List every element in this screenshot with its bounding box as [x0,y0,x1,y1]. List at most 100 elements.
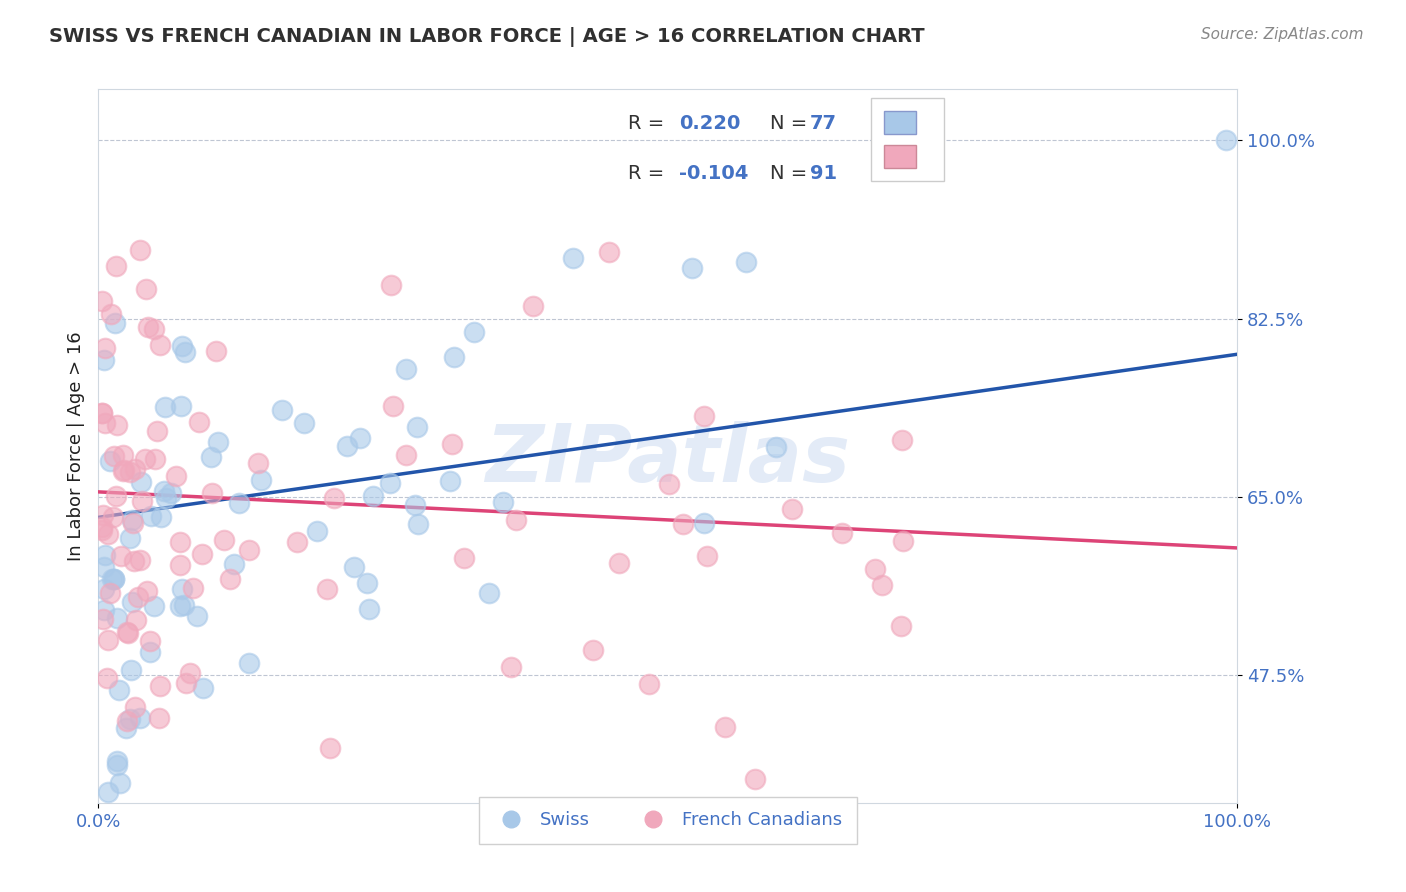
Point [94,416,117,430]
Point [406,516,429,531]
Point [149,509,172,524]
Point [170,399,193,413]
Point [129,710,152,724]
Point [193,681,215,696]
Point [765,440,787,454]
Point [453,551,475,566]
Point [105,754,128,768]
Point [93,353,115,368]
Point [453,860,475,874]
Point [100,307,122,321]
Point [98,454,121,468]
Point [672,516,695,531]
Point [149,679,172,693]
Point [478,586,501,600]
Point [105,611,128,625]
Point [658,477,681,491]
Point [1215,133,1237,147]
Point [129,243,152,257]
Point [205,344,228,359]
Point [91,293,114,308]
Point [143,452,166,467]
Point [108,776,131,790]
Point [638,677,661,691]
Text: 91: 91 [810,164,838,183]
Point [114,721,136,735]
Point [165,469,187,483]
Point [93,548,115,562]
Point [139,645,162,659]
Point [228,495,250,509]
Point [142,599,165,613]
Point [93,603,115,617]
Point [112,463,135,477]
Point [129,475,152,490]
Point [118,531,141,545]
Point [101,510,124,524]
Point [97,527,120,541]
Text: 0.220: 0.220 [679,114,741,133]
Point [134,282,156,296]
Point [117,626,139,640]
Point [149,337,172,351]
Point [336,439,359,453]
Point [247,456,270,470]
Point [405,420,427,434]
Point [138,633,160,648]
Text: N =: N = [770,114,814,133]
Point [681,261,703,276]
Point [744,772,766,786]
Point [103,449,125,463]
Point [107,683,129,698]
Point [117,625,139,640]
Point [142,321,165,335]
Point [492,494,515,508]
Point [714,720,737,734]
Point [120,466,142,480]
Point [693,516,716,530]
Point [159,486,181,500]
Point [891,533,914,548]
Point [891,433,914,447]
Point [121,663,143,677]
Point [169,558,191,572]
Point [124,700,146,714]
Point [395,448,418,462]
Point [153,483,176,498]
Point [97,632,120,647]
Point [443,350,465,364]
Point [127,590,149,604]
Point [380,278,402,293]
Point [97,785,120,799]
Point [201,486,224,500]
Text: -0.104: -0.104 [679,164,748,183]
Text: R =: R = [628,114,671,133]
Point [148,711,170,725]
Point [172,582,194,596]
Point [179,666,201,681]
Point [98,586,121,600]
Point [141,509,163,524]
Point [131,493,153,508]
Point [122,516,145,530]
Point [562,251,585,265]
Point [91,611,114,625]
Point [191,548,214,562]
Point [155,400,177,414]
Point [287,534,309,549]
Point [349,431,371,445]
Y-axis label: In Labor Force | Age > 16: In Labor Force | Age > 16 [66,331,84,561]
Point [155,491,177,505]
Point [169,535,191,549]
Point [96,671,118,685]
Point [90,406,112,420]
Point [93,560,115,574]
Point [118,712,141,726]
Point [122,554,145,568]
Point [121,513,143,527]
Point [693,409,716,424]
Point [238,543,260,558]
Text: ZIPatlas: ZIPatlas [485,421,851,500]
Point [105,417,128,432]
Point [90,520,112,534]
